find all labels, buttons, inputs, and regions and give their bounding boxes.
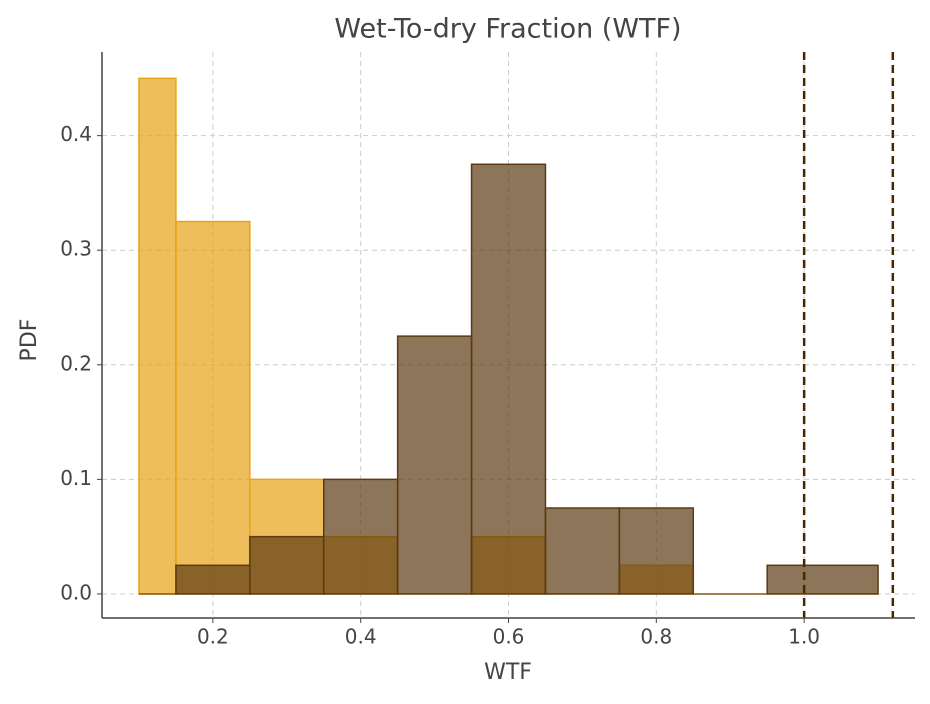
bar <box>175 564 251 595</box>
bar <box>249 535 325 595</box>
x-tick-label: 0.6 <box>493 625 525 649</box>
bar <box>618 507 695 595</box>
y-tick-label: 0.3 <box>60 237 92 261</box>
bar <box>175 220 251 595</box>
y-tick-label: 0.4 <box>60 122 92 146</box>
y-tick-label: 0.1 <box>60 466 92 490</box>
bar <box>322 478 399 595</box>
x-tick-label: 0.8 <box>640 625 672 649</box>
x-tick-label: 0.2 <box>197 625 229 649</box>
x-tick-label: 1.0 <box>788 625 820 649</box>
chart-title: Wet-To-dry Fraction (WTF) <box>334 14 681 45</box>
y-tick-label: 0.0 <box>60 580 92 604</box>
y-tick-label: 0.2 <box>60 351 92 375</box>
x-tick-label: 0.4 <box>345 625 377 649</box>
bar <box>470 163 547 595</box>
y-axis-label: PDF <box>17 319 42 362</box>
bar <box>544 507 621 595</box>
bar <box>138 77 177 595</box>
bar <box>396 335 473 595</box>
x-axis-label: WTF <box>484 660 532 685</box>
bar <box>766 564 879 595</box>
